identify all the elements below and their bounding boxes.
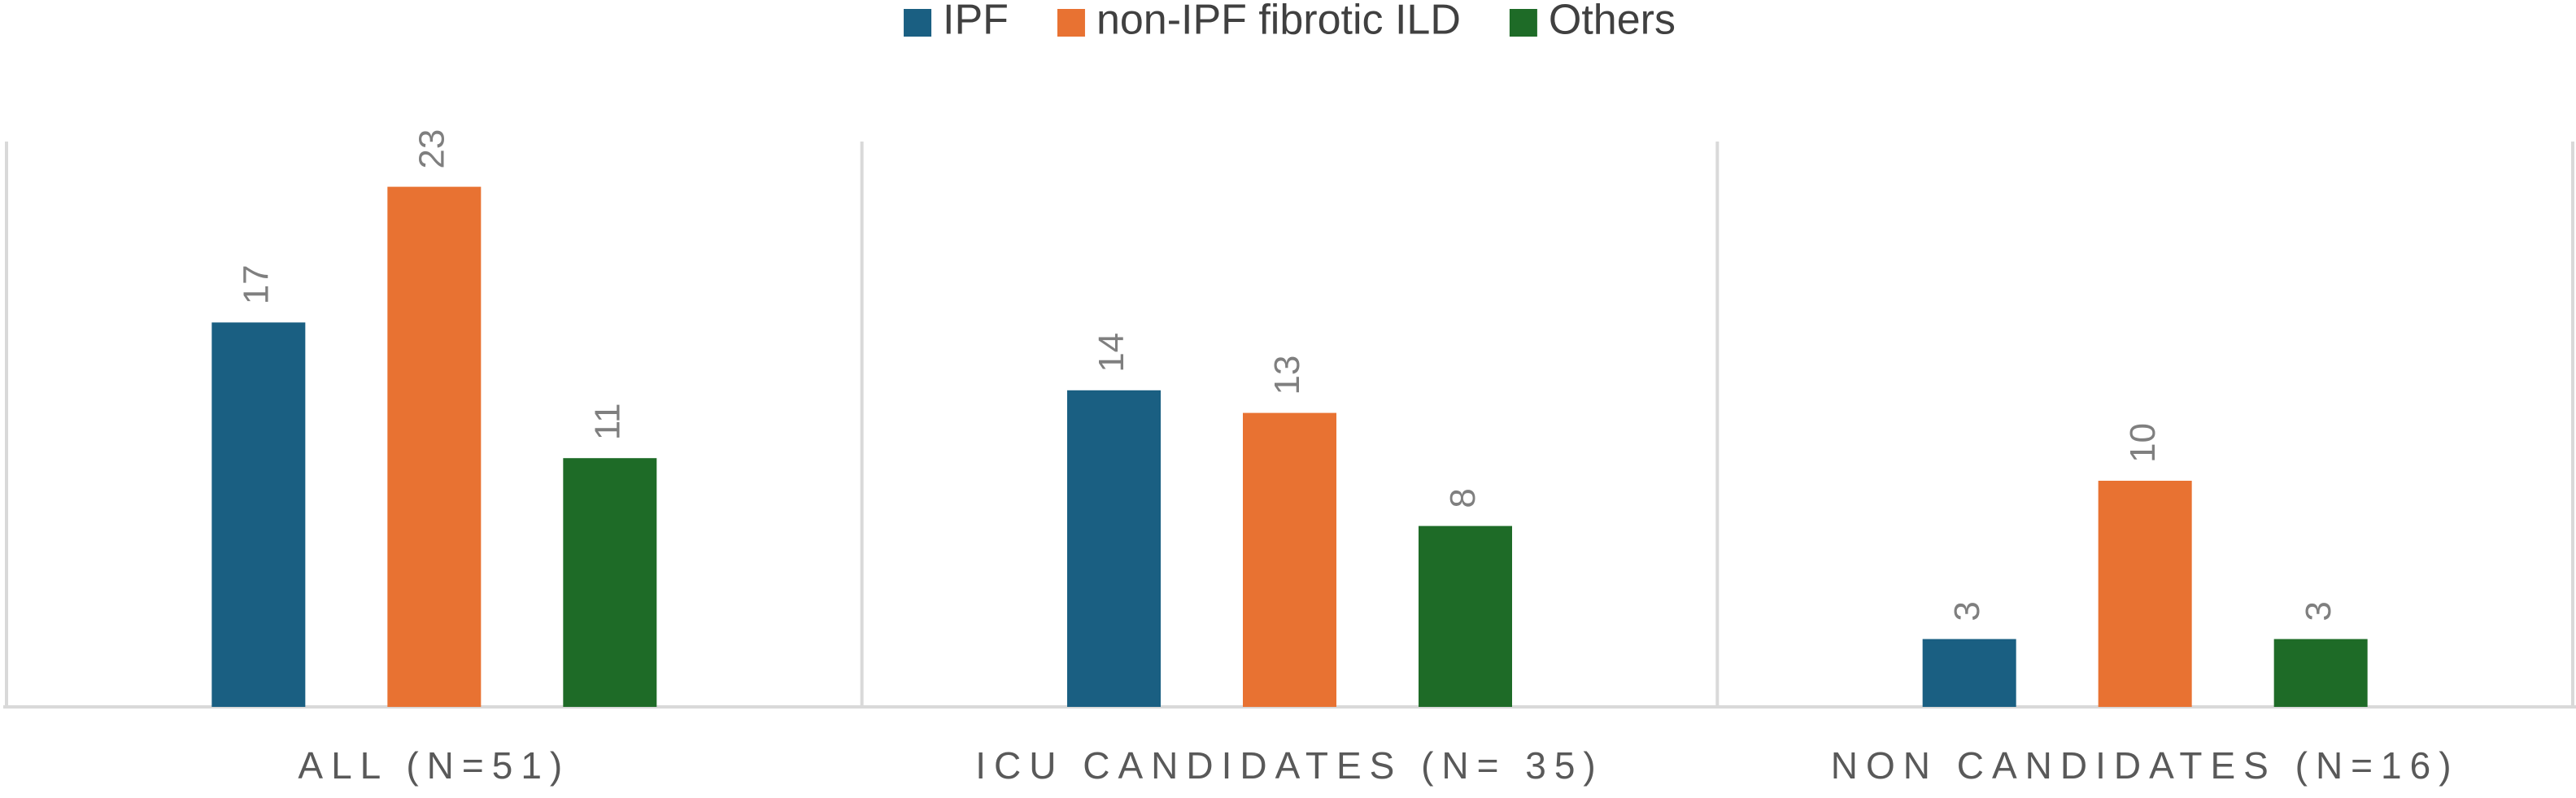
bar	[2273, 639, 2368, 707]
legend-text: IPF	[943, 0, 1009, 44]
bar	[211, 322, 306, 707]
data-label: 3	[2299, 601, 2338, 621]
bar	[387, 186, 482, 708]
bar	[1419, 525, 1512, 707]
data-label: 3	[1947, 601, 1987, 621]
x-tick-label: ALL (N=51)	[298, 744, 570, 787]
data-label: 23	[412, 129, 451, 169]
data-label: 10	[2123, 423, 2163, 463]
data-label: 13	[1267, 355, 1307, 395]
legend-text: non-IPF fibrotic ILD	[1096, 0, 1461, 44]
data-label: 14	[1092, 333, 1131, 373]
bar	[2098, 481, 2192, 707]
legend-text: Others	[1549, 0, 1676, 44]
legend-swatch	[904, 9, 932, 37]
bar	[1922, 639, 2016, 707]
x-tick-label: NON CANDIDATES (N=16)	[1831, 744, 2460, 787]
x-tick-label: ICU CANDIDATES (N= 35)	[975, 744, 1604, 787]
data-label: 11	[587, 403, 627, 441]
bar	[1067, 390, 1161, 707]
legend-swatch	[1509, 9, 1537, 37]
data-label: 8	[1443, 488, 1483, 508]
legend-swatch	[1057, 9, 1085, 37]
bar	[563, 458, 657, 707]
bar	[1243, 412, 1336, 707]
data-label: 17	[236, 264, 276, 304]
